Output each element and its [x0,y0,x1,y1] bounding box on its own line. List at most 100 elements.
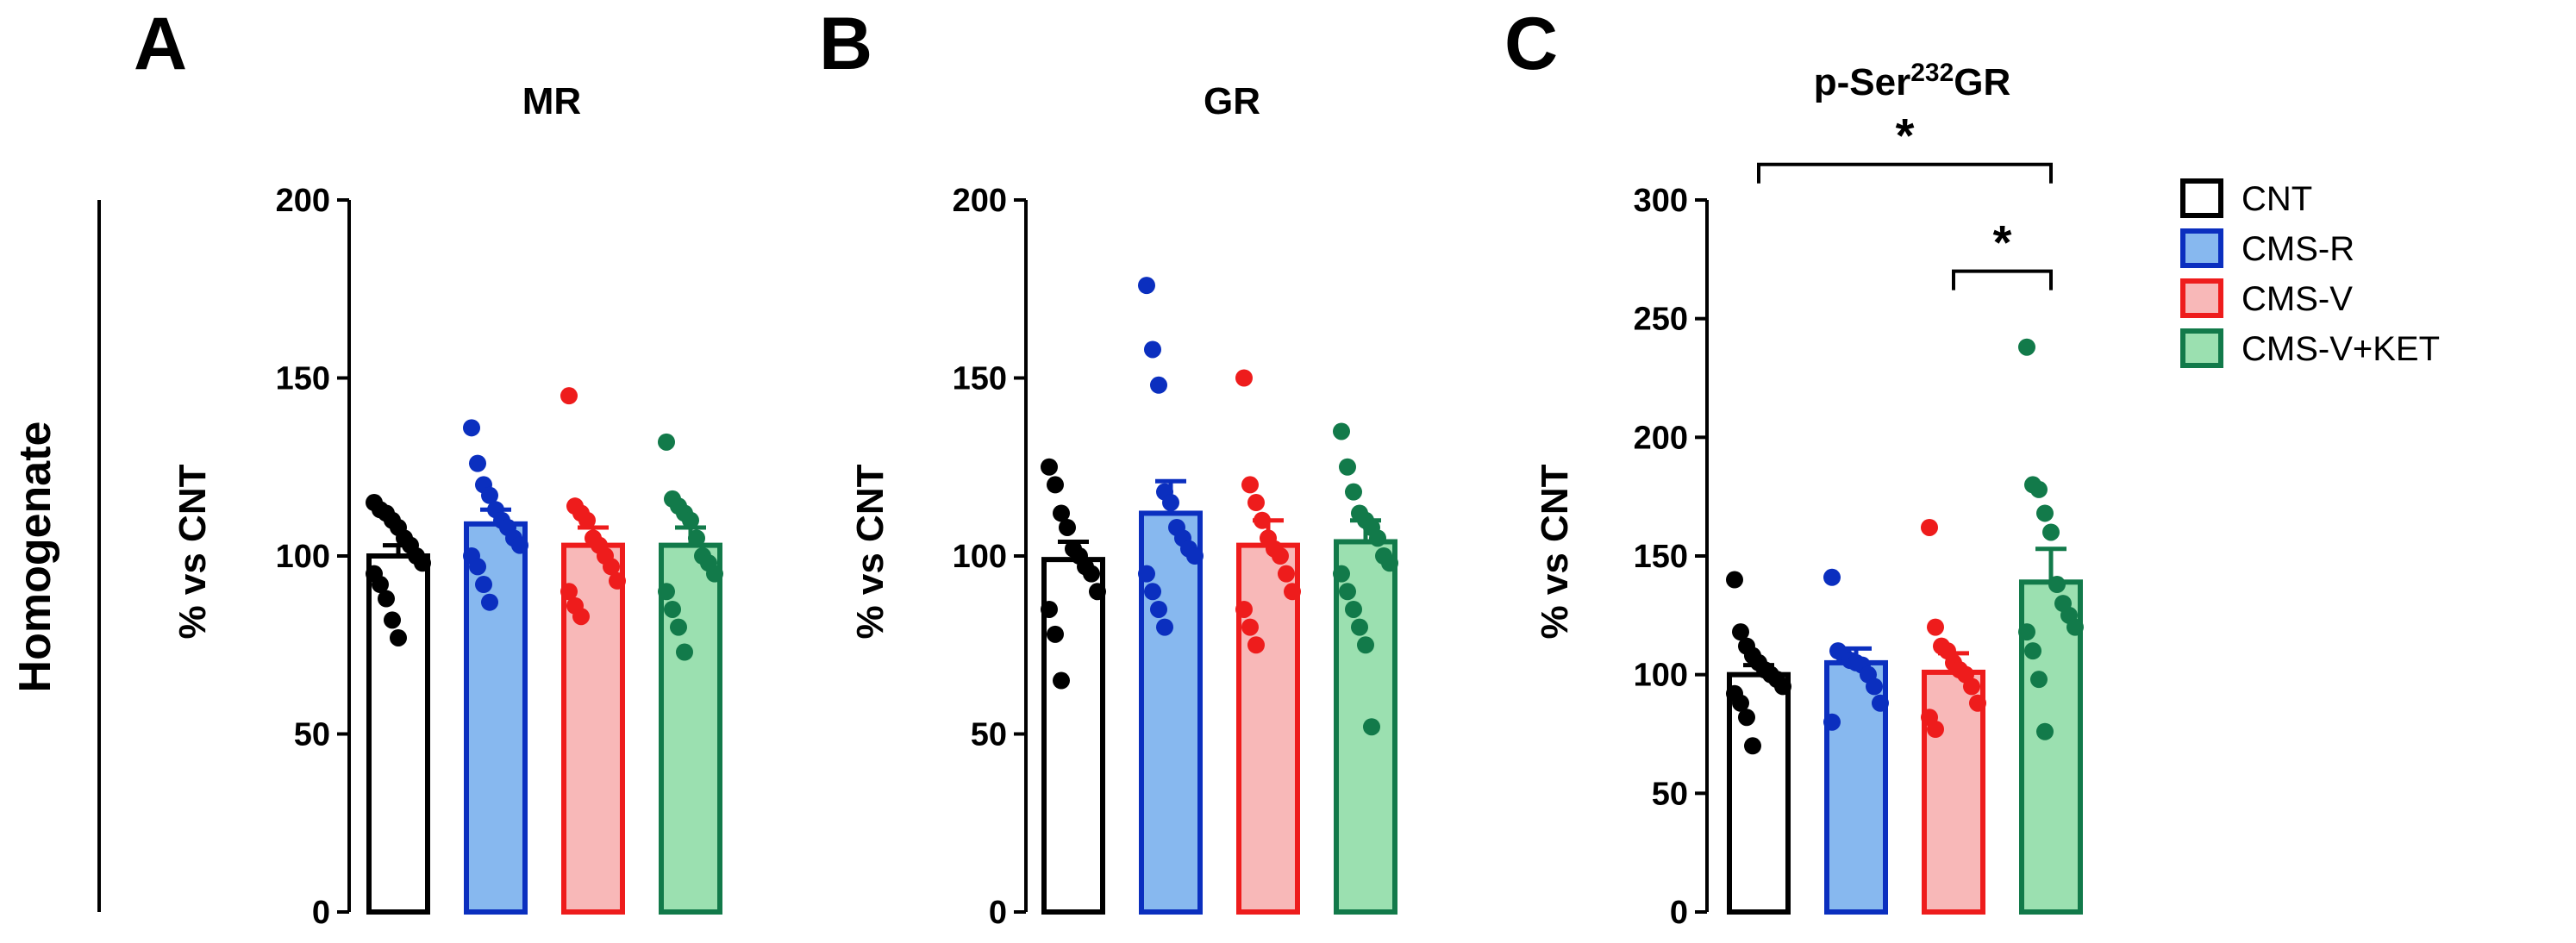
data-point [1138,277,1155,295]
legend-label: CMS-R [2241,230,2354,268]
data-point [1247,494,1265,512]
y-tick-label: 100 [276,539,330,575]
bar-cnt [366,553,430,915]
data-point [1969,694,1986,712]
y-tick-label: 100 [1634,658,1688,694]
data-point [578,511,596,529]
significance-star: * [1993,215,2012,270]
data-point [1254,511,1271,529]
data-point [1186,547,1204,565]
data-point [1150,600,1167,618]
data-point [1156,618,1173,636]
data-point [1357,636,1374,654]
data-point [1241,618,1259,636]
significance-star: * [1896,109,1915,163]
data-point [1927,618,1944,636]
significance-bracket [1757,162,2053,184]
data-point [1059,518,1076,536]
data-point [1866,678,1883,696]
legend-swatch [2180,328,2223,368]
y-tick-label: 50 [1652,776,1688,812]
data-point [1272,547,1289,565]
data-point [511,536,528,554]
data-point [469,454,486,472]
y-tick-label: 250 [1634,302,1688,338]
data-point [2048,576,2066,594]
bars-b [1041,277,1398,915]
data-point [658,433,675,451]
data-point [1381,554,1398,572]
bars-c [1726,338,2084,915]
data-point [1369,529,1386,547]
data-point [1150,376,1167,394]
panel-letter-c: C [1504,3,1558,85]
y-axis-b: 0 50 100 150 200 [953,183,1028,931]
data-point [384,611,401,629]
data-point [2042,523,2060,541]
data-point [603,558,620,576]
y-tick-label: 150 [1634,539,1688,575]
y-tick-label: 50 [971,717,1007,753]
panel-a: A MR % vs CNT 0 50 100 150 200 [134,3,723,931]
bar-cms-r [464,521,528,915]
data-point [1744,737,1761,755]
data-point [664,600,681,618]
data-point [1345,483,1362,501]
y-tick-label: 0 [1670,895,1688,931]
chart-title-c-suffix: GR [1954,61,2010,103]
row-label: Homogenate [10,422,60,693]
significance-bracket [1952,269,2053,290]
data-point [1927,720,1944,738]
data-point [1732,623,1749,641]
data-point [1047,625,1064,643]
data-point [688,529,705,547]
data-point [1823,713,1841,731]
data-point [1053,671,1070,690]
data-point [1339,458,1356,476]
legend: CNT CMS-R CMS-V CMS-V+KET [2180,178,2440,368]
data-point [1333,422,1350,440]
data-point [1138,565,1155,583]
data-point [1047,476,1064,494]
data-point [670,618,687,636]
y-tick-label: 0 [989,895,1007,931]
panel-letter-b: B [819,3,872,85]
panel-letter-a: A [134,3,187,85]
data-point [1235,600,1253,618]
y-tick-label: 300 [1634,183,1688,219]
data-point [475,576,492,594]
data-point [706,565,723,583]
y-tick-label: 0 [312,895,330,931]
data-point [481,593,498,611]
data-point [469,558,486,576]
data-point [1053,504,1070,522]
data-point [1284,583,1301,601]
data-point [2036,504,2054,522]
data-point [481,486,498,504]
data-point [1774,678,1791,696]
data-point [658,583,675,601]
legend-swatch [2180,278,2223,318]
data-point [1083,565,1100,583]
data-point [463,419,480,437]
data-point [676,643,693,661]
data-point [1241,476,1259,494]
y-axis-label-a: % vs CNT [172,464,214,639]
data-point [1144,340,1161,359]
y-tick-label: 200 [276,183,330,219]
y-tick-label: 150 [276,361,330,397]
y-tick-label: 150 [953,361,1007,397]
data-point [372,576,389,594]
data-point [378,590,395,608]
y-tick-label: 100 [953,539,1007,575]
data-point [560,387,578,405]
data-point [1872,694,1889,712]
y-axis-c: 0 50 100 150 200 250 300 [1634,183,1709,931]
data-point [2024,642,2041,660]
data-point [1041,458,1058,476]
data-point [682,511,699,529]
data-point [2018,338,2035,356]
data-point [2030,480,2048,498]
chart-title-c-main: p-Ser [1814,61,1910,103]
